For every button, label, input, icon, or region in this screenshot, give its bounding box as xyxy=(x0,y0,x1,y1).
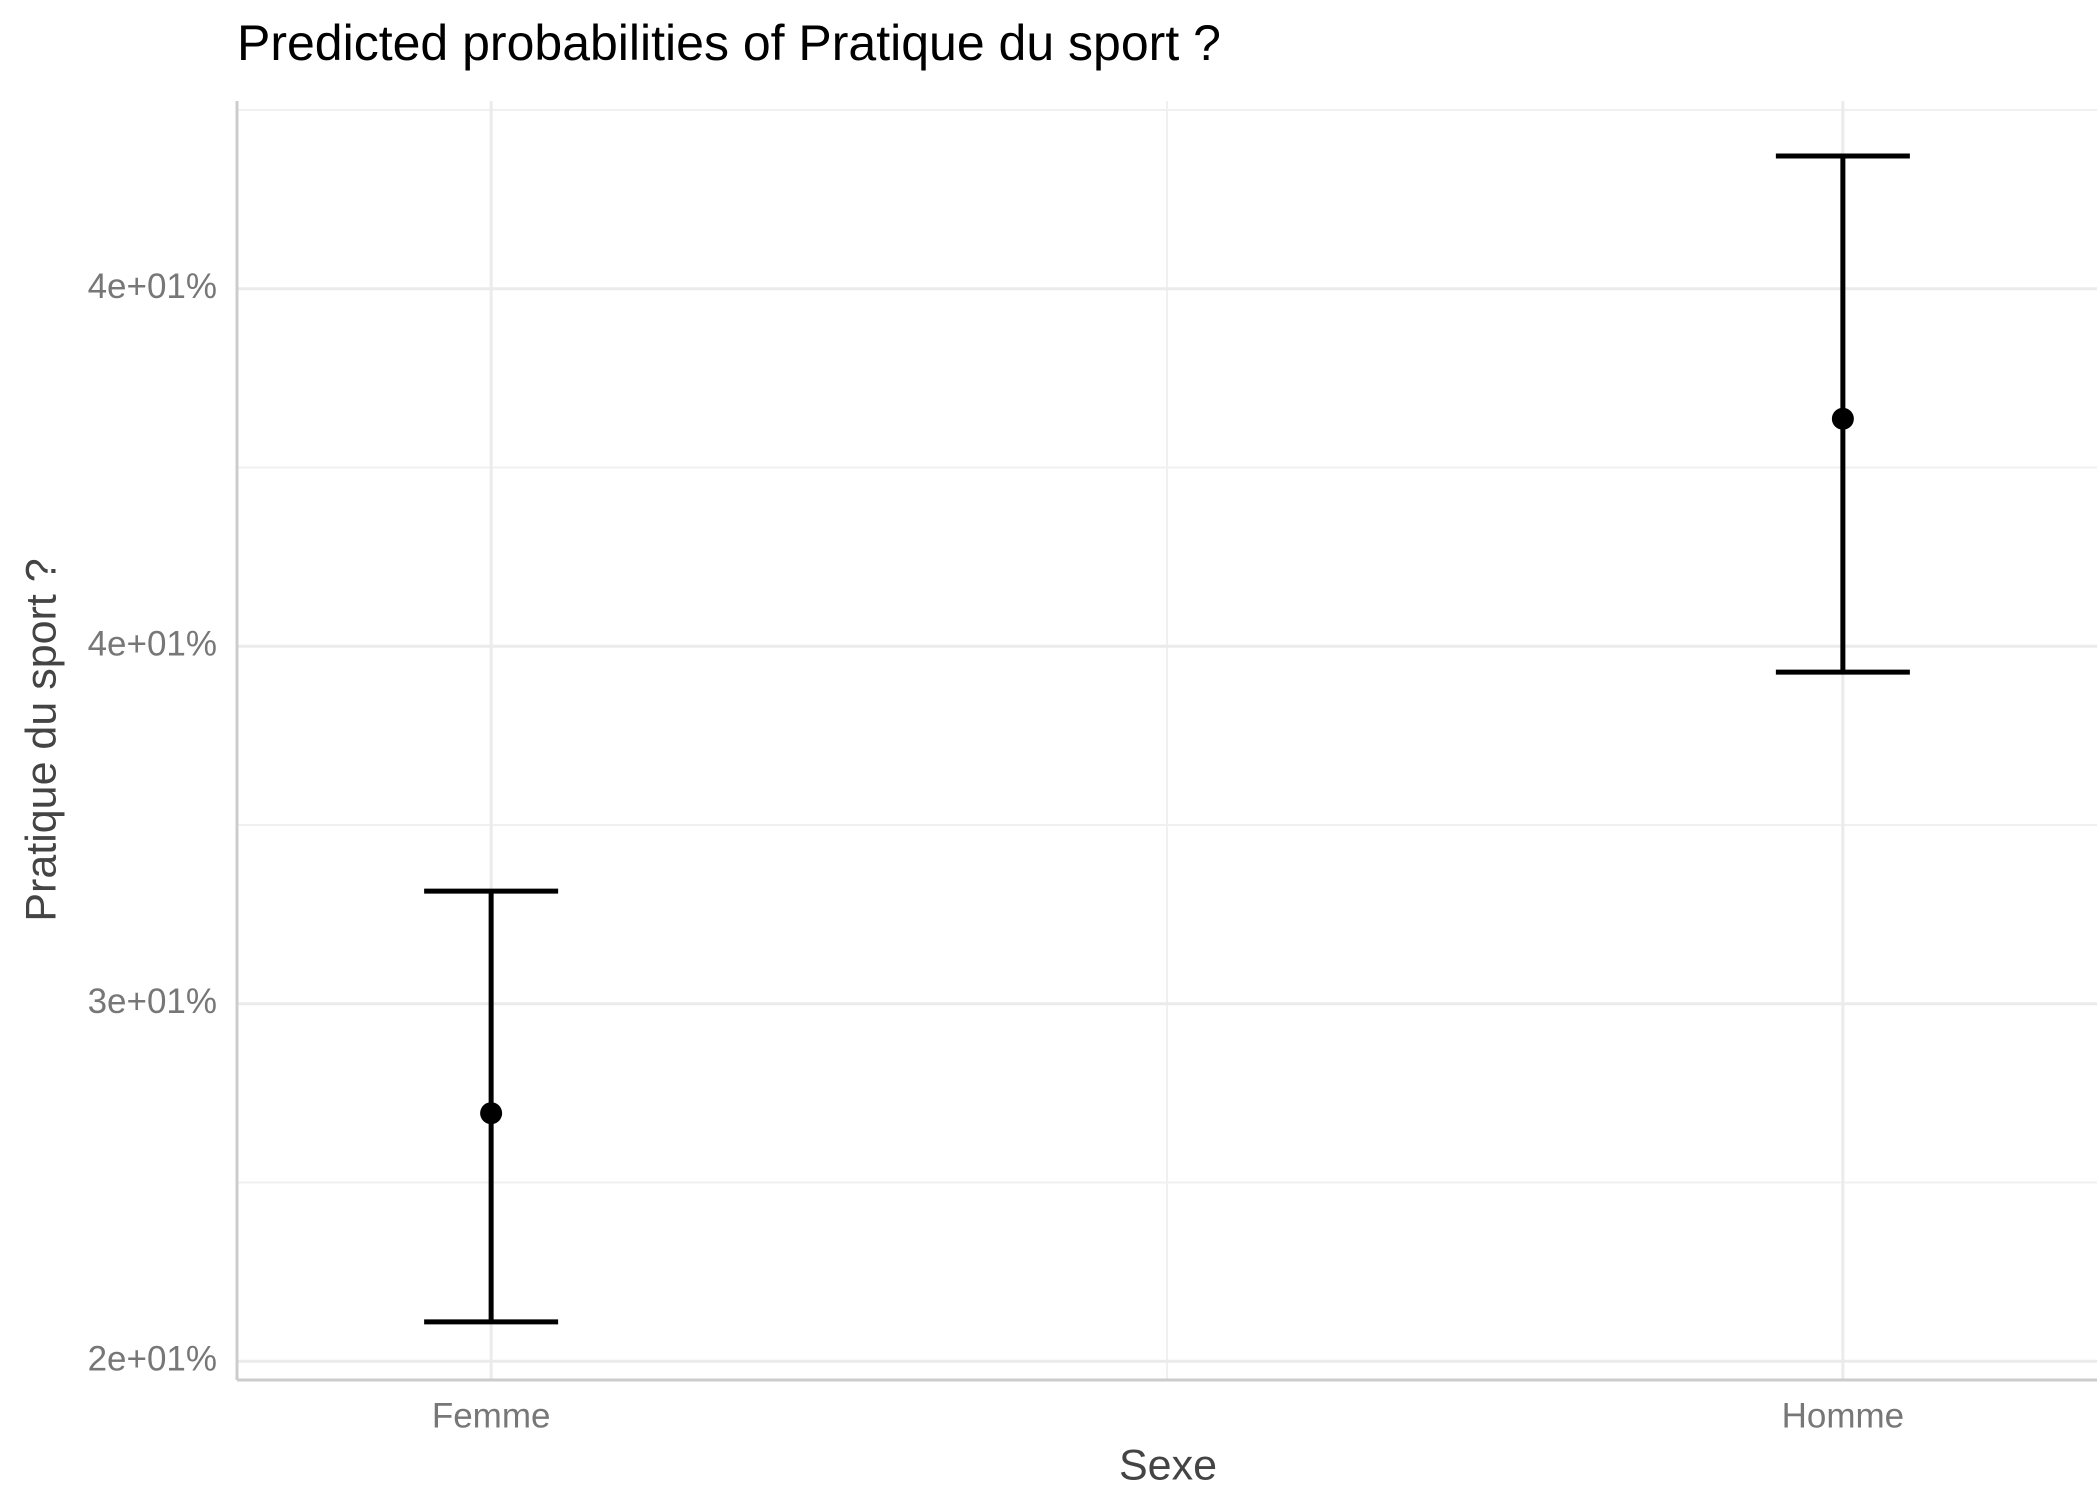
y-axis-title: Pratique du sport ? xyxy=(17,558,65,921)
y-tick-label: 2e+01% xyxy=(88,1339,217,1378)
chart-title: Predicted probabilities of Pratique du s… xyxy=(237,15,1221,71)
y-tick-label: 4e+01% xyxy=(88,624,217,663)
x-tick-label: Femme xyxy=(432,1396,551,1435)
x-tick-label: Homme xyxy=(1782,1396,1905,1435)
point xyxy=(1831,407,1854,430)
y-tick-label: 3e+01% xyxy=(88,982,217,1021)
y-tick-label: 4e+01% xyxy=(88,267,217,306)
point xyxy=(480,1102,503,1125)
x-axis-title: Sexe xyxy=(1119,1441,1217,1489)
